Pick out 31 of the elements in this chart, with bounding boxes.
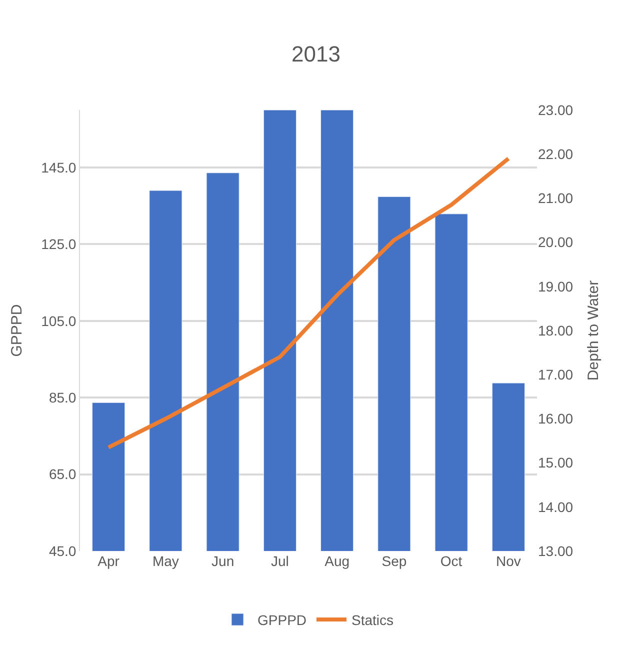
y-tick-label: 65.0: [48, 466, 76, 482]
y-axis-title: GPPPD: [8, 304, 26, 357]
y2-tick-label: 22.00: [538, 146, 574, 162]
y-tick-label: 145.0: [41, 159, 76, 176]
y-tick-label: 125.0: [41, 236, 76, 252]
x-tick-label: Sep: [382, 553, 407, 569]
x-tick-label: May: [152, 553, 179, 569]
y-tick-label: 85.0: [48, 390, 76, 406]
y-tick-label: 105.0: [41, 312, 76, 329]
x-tick-label: Nov: [496, 553, 521, 569]
y-tick-label: 45.0: [48, 542, 76, 559]
chart-title: 2013: [292, 42, 340, 67]
y2-tick-label: 21.00: [538, 190, 574, 206]
y2-tick-label: 18.00: [538, 322, 574, 338]
legend-label: GPPPD: [258, 612, 307, 628]
y2-tick-label: 23.00: [538, 102, 574, 118]
x-tick-label: Jun: [212, 553, 234, 569]
y2-tick-label: 20.00: [538, 234, 574, 250]
x-tick-label: Apr: [98, 553, 120, 569]
x-tick-label: Jul: [270, 553, 289, 569]
y2-tick-label: 15.00: [538, 454, 574, 471]
legend-label: Statics: [352, 612, 394, 628]
y2-tick-label: 13.00: [538, 542, 574, 559]
y2-axis-title: Depth to Water: [585, 280, 602, 381]
line-series: [106, 156, 510, 450]
y2-tick-label: 19.00: [538, 278, 574, 294]
x-tick-label: Aug: [324, 553, 350, 569]
y2-tick-label: 14.00: [538, 498, 574, 515]
y2-tick-label: 16.00: [538, 410, 574, 427]
y2-tick-label: 17.00: [538, 366, 574, 382]
x-tick-label: Oct: [440, 553, 462, 569]
